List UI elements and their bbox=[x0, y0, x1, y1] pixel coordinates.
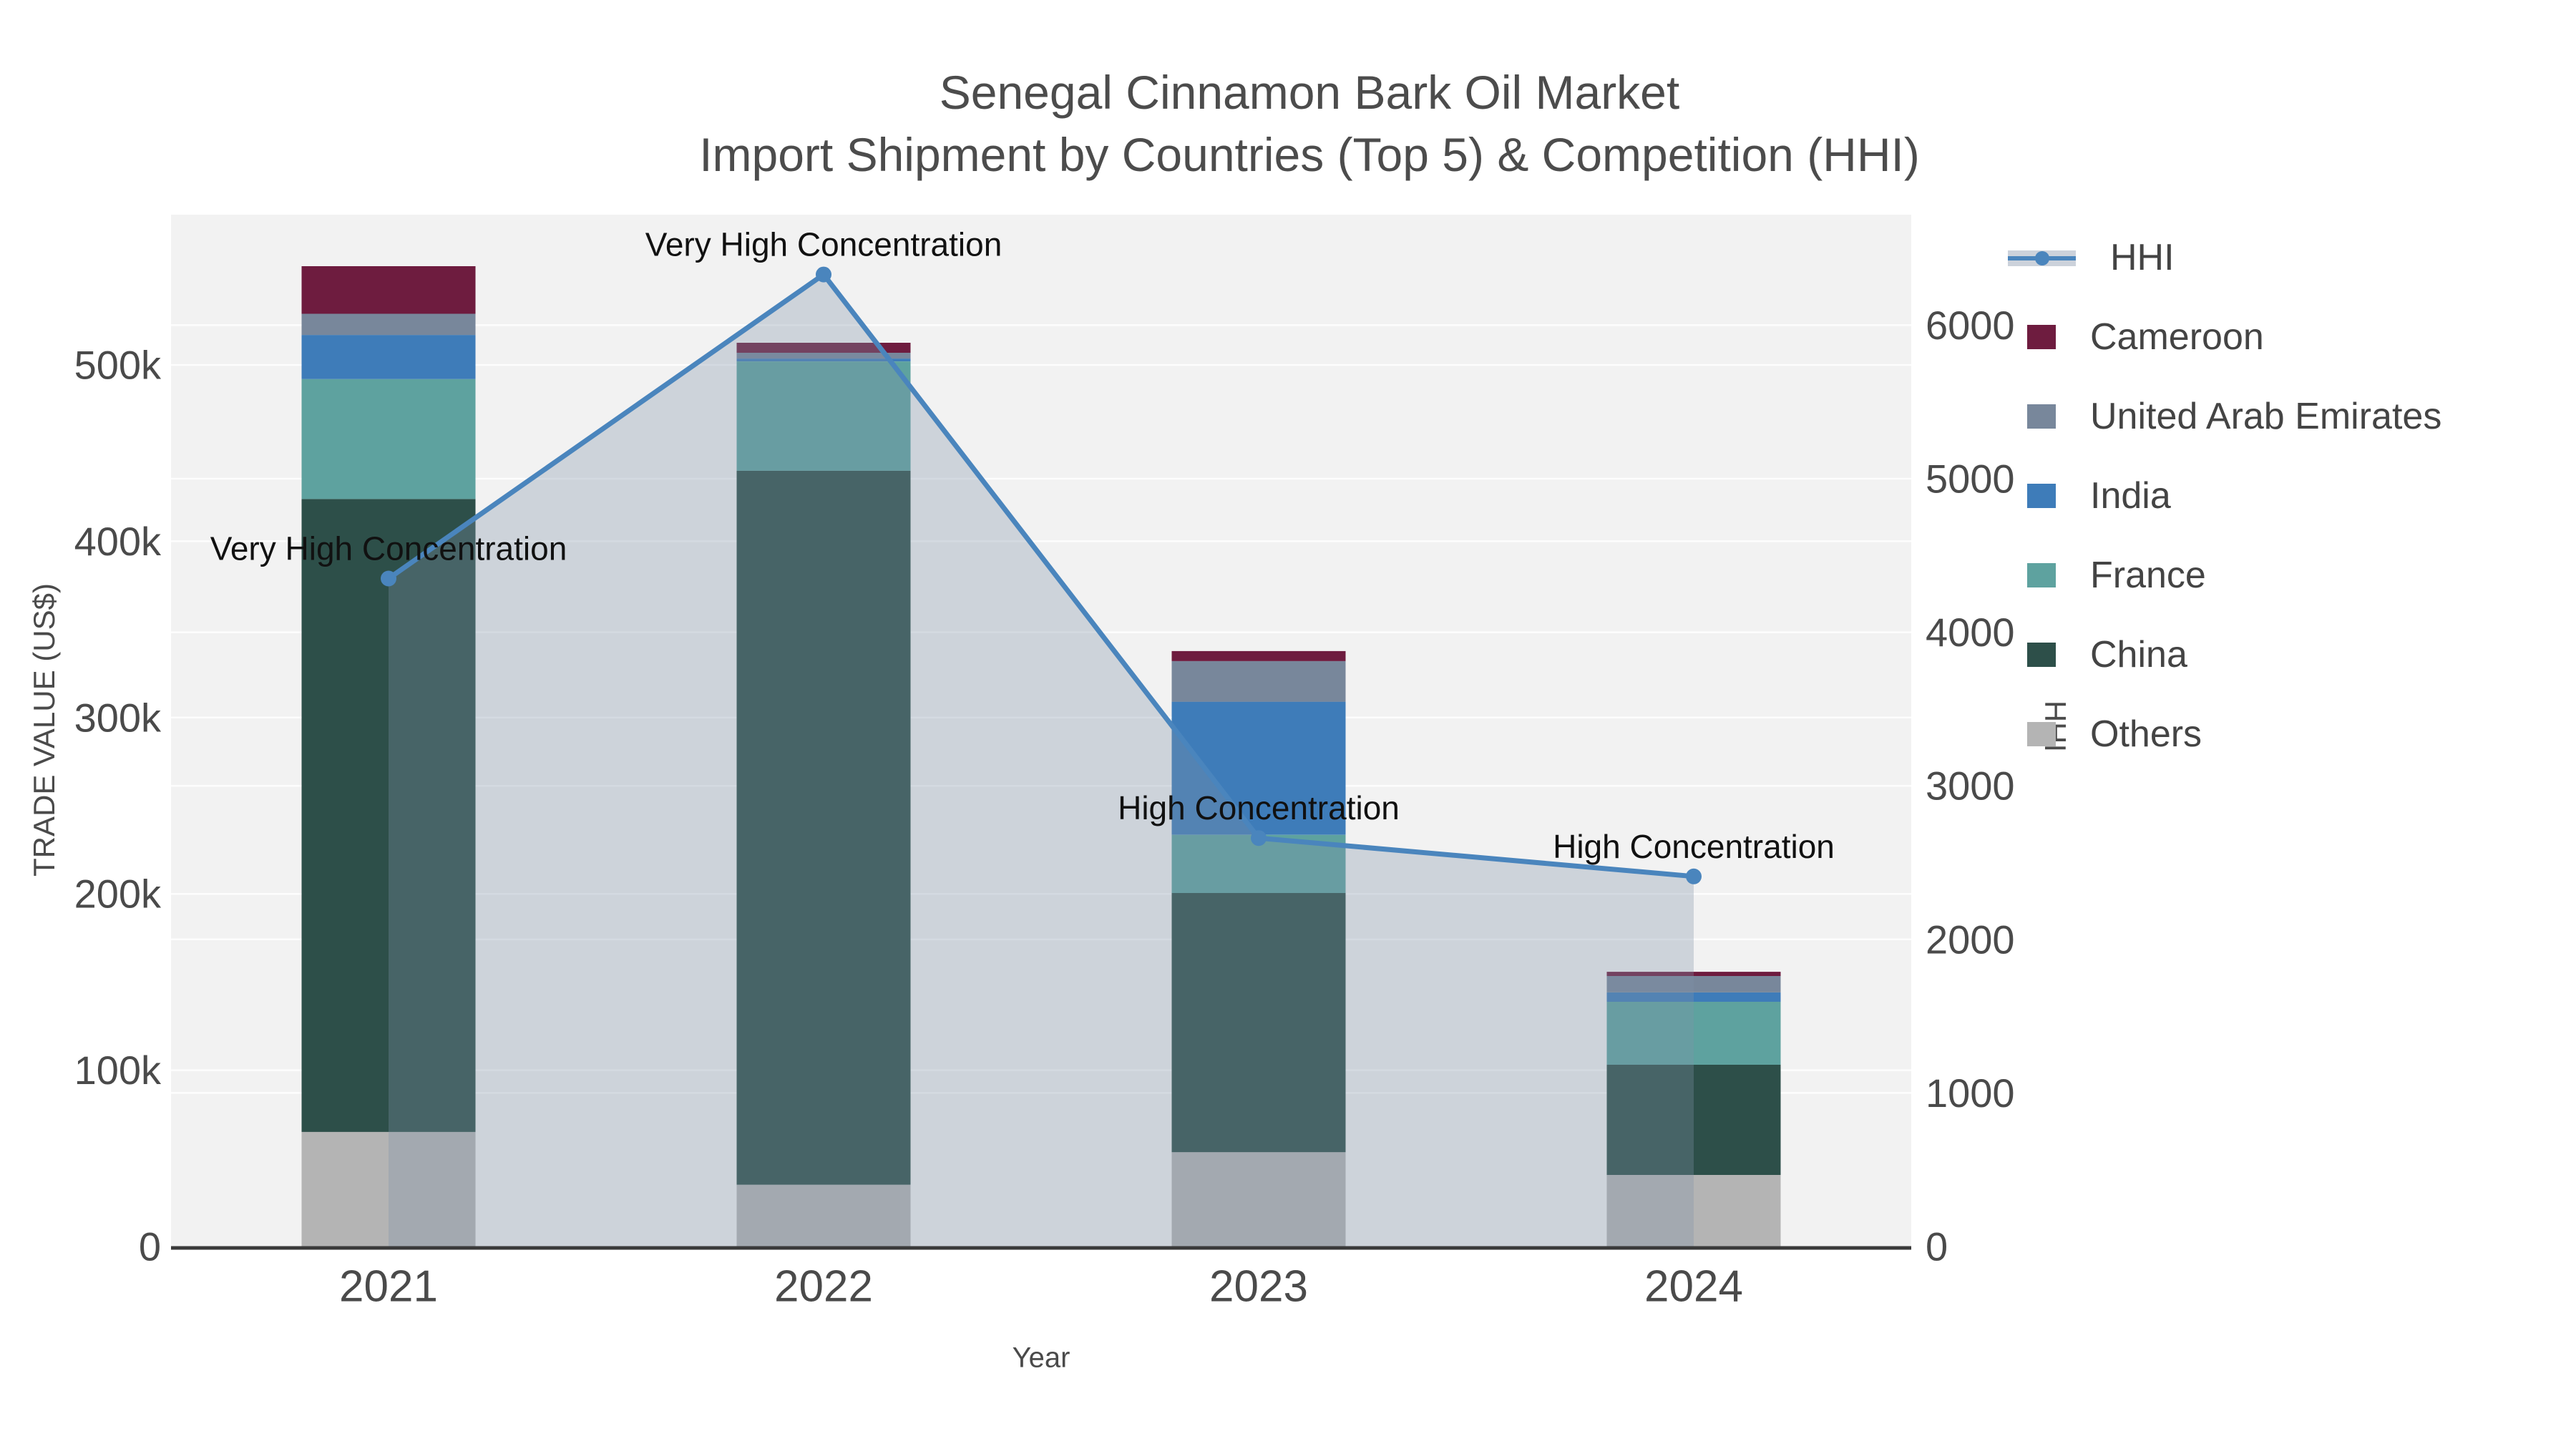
legend-swatch-china bbox=[2027, 643, 2056, 667]
bar-segment-china-2024[interactable] bbox=[1606, 1065, 1781, 1175]
bar-segment-united-arab-emirates-2021[interactable] bbox=[301, 313, 476, 336]
bar-segment-china-2022[interactable] bbox=[736, 470, 911, 1185]
bar-segment-india-2022[interactable] bbox=[736, 358, 911, 361]
y-axis-title: TRADE VALUE (US$) bbox=[27, 583, 61, 877]
legend-label-cameroon: Cameroon bbox=[2090, 316, 2264, 358]
x-axis-title: Year bbox=[1012, 1342, 1070, 1374]
x-tick-2022: 2022 bbox=[774, 1262, 873, 1312]
y-tick-300k: 300k bbox=[74, 695, 162, 740]
bar-segment-india-2024[interactable] bbox=[1606, 992, 1781, 1002]
bar-segment-others-2022[interactable] bbox=[736, 1184, 911, 1246]
legend-label-hhi: HHI bbox=[2110, 237, 2175, 278]
bar-segment-china-2023[interactable] bbox=[1171, 893, 1346, 1153]
hhi-area-fill bbox=[389, 274, 1694, 1247]
bar-segment-cameroon-2024[interactable] bbox=[1606, 972, 1781, 976]
y2-tick-5000: 5000 bbox=[1926, 457, 2015, 502]
y-tick-500k: 500k bbox=[74, 343, 162, 388]
annotation-2024: High Concentration bbox=[1553, 828, 1835, 865]
y2-tick-4000: 4000 bbox=[1926, 610, 2015, 655]
bar-segment-france-2021[interactable] bbox=[301, 379, 476, 499]
y-tick-400k: 400k bbox=[74, 519, 162, 564]
hhi-line[interactable] bbox=[386, 270, 1694, 879]
legend-swatch-india bbox=[2027, 484, 2056, 508]
y2-tick-6000: 6000 bbox=[1926, 303, 2015, 348]
legend-swatch-united-arab-emirates bbox=[2027, 404, 2056, 429]
legend-swatch-france bbox=[2027, 563, 2056, 587]
legend-item-france[interactable]: France bbox=[2008, 554, 2206, 597]
legend-item-china[interactable]: China bbox=[2008, 633, 2187, 676]
bar-segment-india-2021[interactable] bbox=[301, 335, 476, 379]
bar-segment-others-2024[interactable] bbox=[1606, 1175, 1781, 1246]
bar-segment-united-arab-emirates-2024[interactable] bbox=[1606, 976, 1781, 992]
bar-segment-france-2024[interactable] bbox=[1606, 1002, 1781, 1065]
bar-segment-cameroon-2021[interactable] bbox=[301, 266, 476, 314]
x-tick-2023: 2023 bbox=[1209, 1262, 1308, 1312]
bar-segment-others-2021[interactable] bbox=[301, 1131, 476, 1246]
legend-item-india[interactable]: India bbox=[2008, 474, 2171, 517]
legend-swatch-cameroon bbox=[2027, 325, 2056, 349]
legend-label-france: France bbox=[2090, 555, 2206, 596]
bar-segment-france-2022[interactable] bbox=[736, 361, 911, 471]
annotation-2021: Very High Concentration bbox=[210, 530, 567, 567]
hhi-point-2024[interactable] bbox=[1686, 868, 1702, 884]
y2-tick-0: 0 bbox=[1926, 1224, 1948, 1269]
bar-segment-united-arab-emirates-2023[interactable] bbox=[1171, 661, 1346, 702]
bar-segment-others-2023[interactable] bbox=[1171, 1152, 1346, 1246]
bar-segment-cameroon-2023[interactable] bbox=[1171, 650, 1346, 661]
hhi-dot-icon bbox=[2035, 251, 2049, 265]
annotation-2022: Very High Concentration bbox=[645, 226, 1002, 263]
bar-segment-china-2021[interactable] bbox=[301, 499, 476, 1132]
legend-label-china: China bbox=[2090, 634, 2187, 675]
legend-item-united-arab-emirates[interactable]: United Arab Emirates bbox=[2008, 395, 2441, 438]
hhi-point-2021[interactable] bbox=[381, 570, 396, 587]
y2-tick-1000: 1000 bbox=[1926, 1070, 2015, 1116]
legend-label-india: India bbox=[2090, 475, 2171, 517]
hhi-point-2022[interactable] bbox=[816, 266, 831, 283]
y2-tick-2000: 2000 bbox=[1926, 917, 2015, 962]
chart-subtitle: Import Shipment by Countries (Top 5) & C… bbox=[699, 128, 1920, 181]
annotation-2023: High Concentration bbox=[1118, 789, 1400, 826]
chart-title: Senegal Cinnamon Bark Oil Market bbox=[939, 66, 1680, 119]
bar-segment-united-arab-emirates-2022[interactable] bbox=[736, 353, 911, 359]
legend-label-united-arab-emirates: United Arab Emirates bbox=[2090, 396, 2442, 437]
legend-item-others[interactable]: Others bbox=[2008, 713, 2202, 756]
bar-segment-india-2023[interactable] bbox=[1171, 701, 1346, 835]
y-tick-100k: 100k bbox=[74, 1048, 162, 1093]
y-tick-0: 0 bbox=[139, 1224, 161, 1269]
legend-item-cameroon[interactable]: Cameroon bbox=[2008, 316, 2264, 358]
legend-label-others: Others bbox=[2090, 713, 2202, 755]
x-tick-2024: 2024 bbox=[1644, 1262, 1743, 1312]
hhi-point-2023[interactable] bbox=[1251, 830, 1267, 847]
x-tick-2021: 2021 bbox=[339, 1262, 438, 1312]
bar-segment-cameroon-2022[interactable] bbox=[736, 343, 911, 353]
legend-swatch-others bbox=[2027, 722, 2056, 746]
legend-item-hhi[interactable]: HHI bbox=[2008, 236, 2175, 279]
y2-tick-3000: 3000 bbox=[1926, 763, 2015, 809]
y-tick-200k: 200k bbox=[74, 872, 162, 917]
hhi-legend-sample bbox=[2008, 245, 2076, 270]
